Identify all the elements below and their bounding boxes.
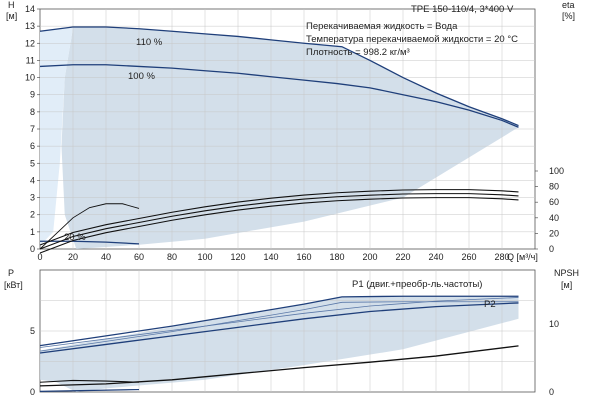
power-area	[40, 296, 519, 392]
bottom-curve-0	[39, 295, 519, 347]
y-tick-label: 4	[30, 175, 35, 185]
eta-tick-label: 100	[549, 166, 564, 176]
y-axis-label-top: H	[8, 0, 15, 10]
y-tick-label: 0	[30, 244, 35, 254]
y-tick-label: 8	[30, 107, 35, 117]
head-curve-1	[39, 64, 519, 128]
low-speed-power-line	[39, 388, 140, 392]
p1-companion-line	[39, 301, 519, 352]
chart-title: TPE 150-110/4, 3*400 V	[411, 4, 514, 15]
y-tick-label: 2	[30, 210, 35, 220]
y-tick-label: 3	[30, 193, 35, 203]
x-tick-label: 280	[494, 252, 509, 262]
eta-tick-label: 80	[549, 182, 559, 192]
eta-tick-label: 60	[549, 197, 559, 207]
curve-label-100: 100 %	[128, 71, 155, 82]
y-tick-label: 1	[30, 227, 35, 237]
p-tick-label: 5	[30, 326, 35, 336]
fluid-info-line: Температура перекачиваемой жидкости = 20…	[306, 34, 518, 45]
fluid-info-line: Перекачиваемая жидкость = Вода	[306, 21, 458, 32]
y-tick-label: 7	[30, 124, 35, 134]
series-label-p1: P1 (двиг.+преобр-ль.частоты)	[352, 279, 482, 290]
x-tick-label: 40	[101, 252, 111, 262]
x-tick-label: 120	[230, 252, 245, 262]
y-tick-label: 5	[30, 158, 35, 168]
y-tick-label: 10	[25, 73, 35, 83]
x-tick-label: 160	[296, 252, 311, 262]
eta-axis-label: eta	[562, 0, 575, 10]
head-curve-2	[40, 240, 140, 245]
x-tick-label: 240	[428, 252, 443, 262]
y-tick-label: 9	[30, 90, 35, 100]
bottom-curve-1	[39, 302, 519, 354]
low-flow-area	[40, 27, 73, 246]
p-tick-label: 0	[30, 387, 35, 397]
x-axis-label: Q [м³/ч]	[507, 252, 538, 262]
x-tick-label: 80	[167, 252, 177, 262]
eta-tick-label: 0	[549, 244, 554, 254]
head-curve-0	[39, 26, 519, 127]
curve-label-110: 110 %	[136, 37, 163, 48]
eta-tick-label: 20	[549, 228, 559, 238]
y-tick-label: 13	[25, 21, 35, 31]
p-axis-unit: [кВт]	[4, 280, 23, 290]
x-tick-label: 260	[461, 252, 476, 262]
bottom-curve-2	[39, 345, 519, 387]
x-tick-label: 140	[263, 252, 278, 262]
curve-label-20: 20 %	[64, 232, 86, 243]
p-axis-label: P	[8, 268, 14, 278]
npsh-tick-label: 10	[549, 319, 559, 329]
npsh-axis-unit: [м]	[561, 280, 572, 290]
series-label-p2: P2	[484, 299, 496, 310]
y-axis-unit: [м]	[6, 11, 17, 21]
eta-tick-label: 40	[549, 213, 559, 223]
eta-axis-unit: [%]	[562, 11, 575, 21]
x-tick-label: 60	[134, 252, 144, 262]
efficiency-curve-0	[39, 189, 519, 246]
npsh-tick-label: 0	[549, 387, 554, 397]
low-speed-npsh-line	[39, 379, 140, 383]
x-tick-label: 20	[68, 252, 78, 262]
power-npsh-plot: P1 (двиг.+преобр-ль.частоты)P2 0 5 0 10 P [кВт…	[4, 268, 579, 397]
y-tick-label: 6	[30, 141, 35, 151]
efficiency-curve-low-speed	[39, 203, 140, 250]
x-tick-label: 180	[329, 252, 344, 262]
efficiency-curve-1	[39, 193, 519, 250]
x-tick-label: 100	[197, 252, 212, 262]
x-tick-label: 200	[362, 252, 377, 262]
x-tick-label: 0	[37, 252, 42, 262]
p2-companion-line	[39, 297, 519, 348]
efficiency-curve-2	[39, 197, 519, 254]
y-tick-label: 14	[25, 4, 35, 14]
y-tick-label: 12	[25, 38, 35, 48]
npsh-axis-label: NPSH	[554, 268, 579, 278]
y-tick-label: 11	[26, 55, 35, 65]
fluid-info-line: Плотность = 998.2 кг/м³	[306, 47, 410, 58]
x-tick-label: 220	[395, 252, 410, 262]
